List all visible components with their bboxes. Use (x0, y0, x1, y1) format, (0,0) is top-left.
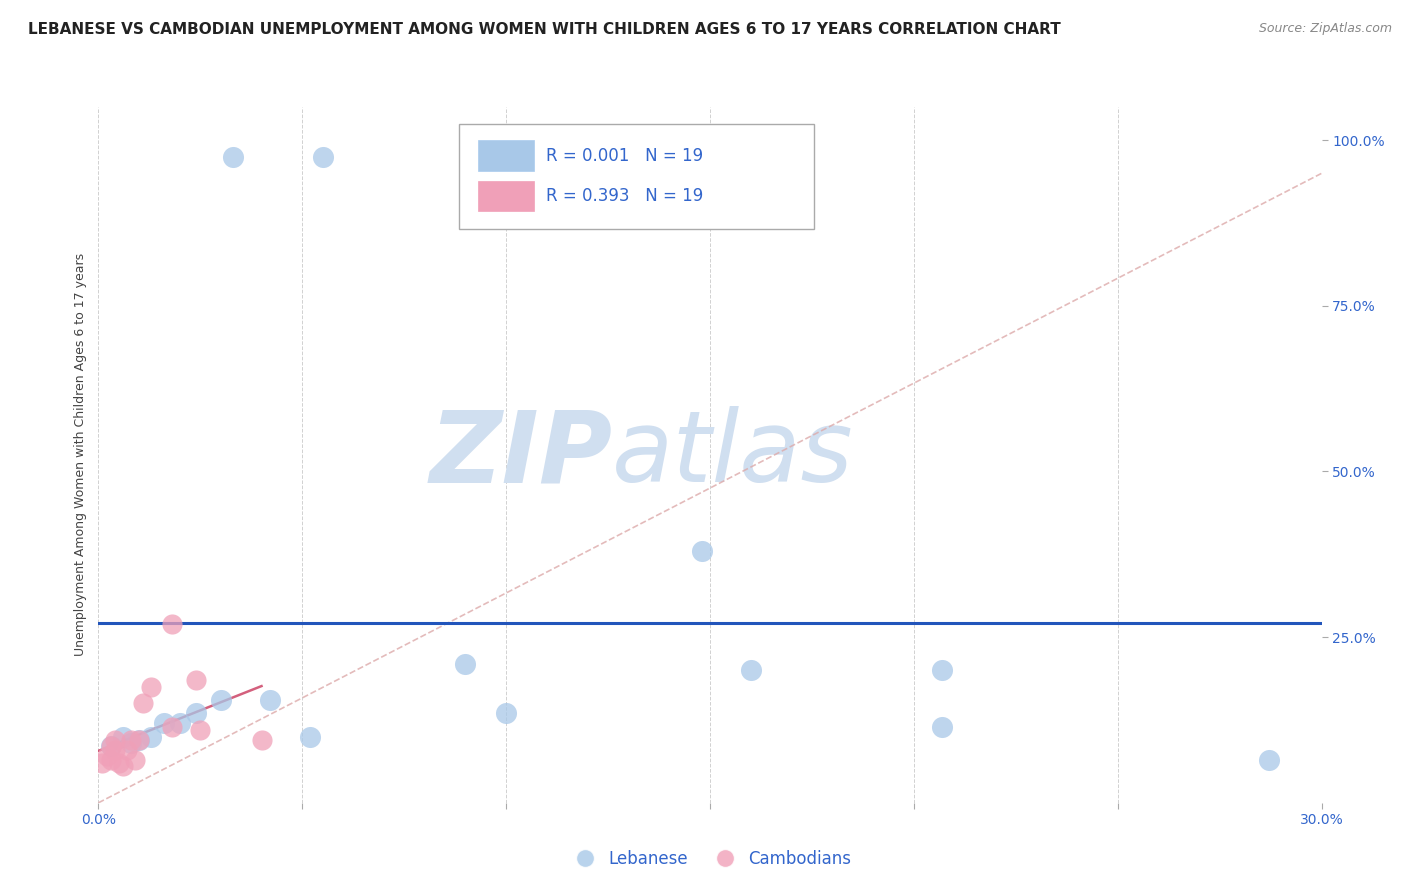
Point (259, 693, 281, 707)
Point (209, 693, 232, 707)
Point (169, 716, 191, 731)
Text: LEBANESE VS CAMBODIAN UNEMPLOYMENT AMONG WOMEN WITH CHILDREN AGES 6 TO 17 YEARS : LEBANESE VS CAMBODIAN UNEMPLOYMENT AMONG… (28, 22, 1062, 37)
Text: Source: ZipAtlas.com: Source: ZipAtlas.com (1258, 22, 1392, 36)
Legend: Lebanese, Cambodians: Lebanese, Cambodians (562, 843, 858, 874)
Point (931, 663, 953, 677)
Text: atlas: atlas (612, 407, 853, 503)
Point (495, 706, 517, 721)
Text: R = 0.393   N = 19: R = 0.393 N = 19 (546, 187, 703, 205)
Point (250, 732, 273, 747)
Point (124, 753, 146, 767)
Point (222, 150, 245, 164)
Text: R = 0.001   N = 19: R = 0.001 N = 19 (546, 147, 703, 165)
Point (96, 749, 118, 764)
Point (91, 756, 114, 770)
Point (100, 739, 122, 754)
Point (108, 756, 131, 770)
Point (120, 732, 142, 747)
Text: ZIP: ZIP (429, 407, 612, 503)
Point (104, 743, 127, 757)
Point (115, 743, 138, 757)
Point (454, 657, 477, 671)
Point (186, 706, 208, 721)
FancyBboxPatch shape (460, 124, 814, 229)
Point (186, 673, 208, 688)
Point (931, 720, 953, 734)
Point (104, 732, 127, 747)
Point (100, 739, 122, 754)
Point (120, 736, 142, 750)
Point (128, 732, 150, 747)
Point (152, 716, 174, 731)
Point (128, 732, 150, 747)
Y-axis label: Unemployment Among Women with Children Ages 6 to 17 years: Unemployment Among Women with Children A… (75, 253, 87, 657)
Point (312, 150, 335, 164)
Point (299, 730, 322, 744)
Point (188, 723, 212, 737)
Point (690, 544, 713, 558)
Point (141, 680, 163, 694)
Point (111, 759, 134, 773)
Point (160, 616, 183, 631)
Point (132, 697, 155, 711)
Point (141, 730, 163, 744)
Point (1257, 753, 1279, 767)
FancyBboxPatch shape (478, 181, 534, 211)
Point (100, 753, 122, 767)
Point (740, 663, 762, 677)
FancyBboxPatch shape (478, 140, 534, 171)
Point (160, 720, 183, 734)
Point (111, 730, 134, 744)
Point (463, 150, 485, 164)
